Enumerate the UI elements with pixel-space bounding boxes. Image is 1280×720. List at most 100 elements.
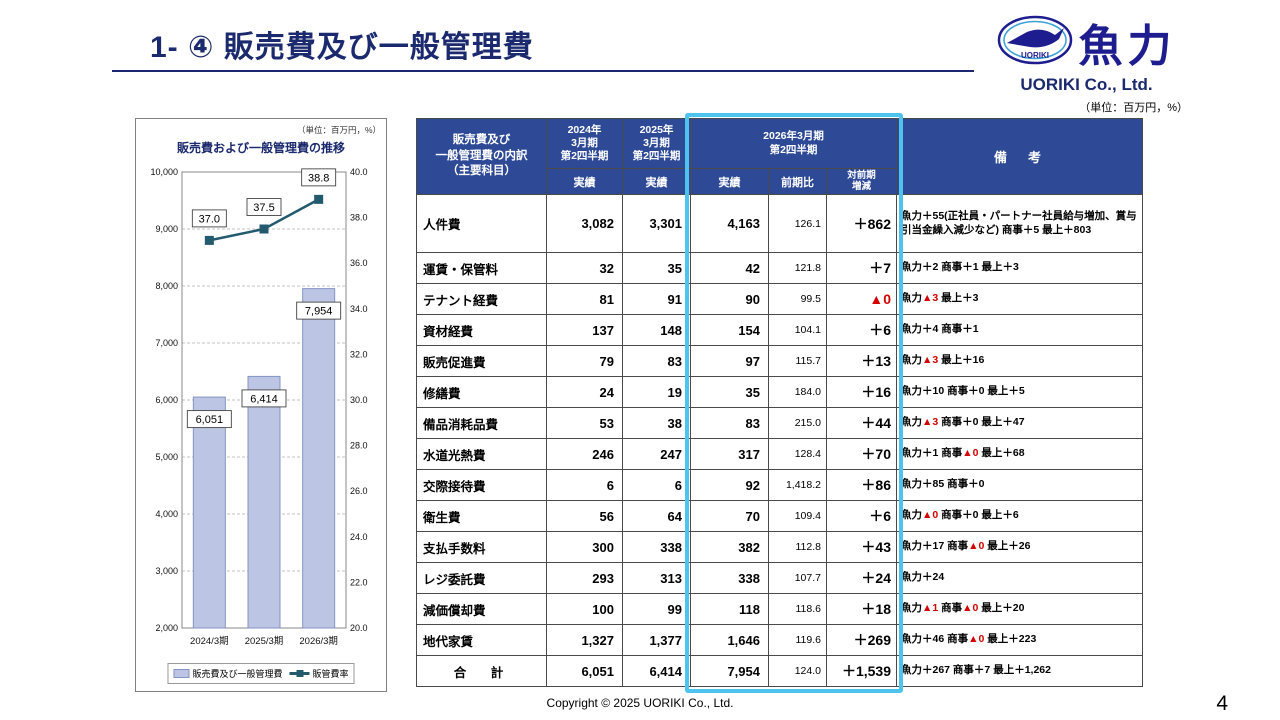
header-2025-actual: 実績 bbox=[622, 168, 691, 195]
fy2025-actual: 91 bbox=[622, 283, 691, 315]
fy2024-actual: 293 bbox=[546, 562, 623, 594]
sga-breakdown-table: 販売費及び 一般管理費の内訳 （主要科目） 2024年 3月期 第2四半期 20… bbox=[416, 118, 1143, 687]
svg-text:38.8: 38.8 bbox=[308, 172, 329, 184]
fy2026-delta: ＋6 bbox=[826, 314, 897, 346]
fy2024-actual: 3,082 bbox=[546, 194, 623, 253]
fy2024-actual: 79 bbox=[546, 345, 623, 377]
row-notes: 魚力＋1 商事▲0 最上＋68 bbox=[896, 438, 1143, 470]
svg-text:38.0: 38.0 bbox=[350, 213, 368, 223]
table-row: 地代家賃 1,327 1,377 1,646 119.6 ＋269 魚力＋46 商事▲0 最… bbox=[416, 624, 1143, 656]
fy2025-actual: 3,301 bbox=[622, 194, 691, 253]
svg-text:37.5: 37.5 bbox=[253, 202, 274, 214]
svg-text:9,000: 9,000 bbox=[155, 224, 178, 234]
fy2026-actual: 338 bbox=[690, 562, 769, 594]
company-name-jp: 魚力 bbox=[1078, 22, 1177, 71]
header-fy2024: 2024年 3月期 第2四半期 bbox=[546, 118, 623, 169]
header-2024-actual: 実績 bbox=[546, 168, 623, 195]
row-item: 地代家賃 bbox=[416, 624, 547, 656]
fy2026-delta: ＋24 bbox=[826, 562, 897, 594]
row-item: 資材経費 bbox=[416, 314, 547, 346]
table-row: 資材経費 137 148 154 104.1 ＋6 魚力＋4 商事＋1 bbox=[416, 314, 1143, 346]
copyright: Copyright © 2025 UORIKI Co., Ltd. bbox=[546, 696, 734, 710]
table-row: 修繕費 24 19 35 184.0 ＋16 魚力＋10 商事＋0 最上＋5 bbox=[416, 376, 1143, 408]
row-item: 支払手数料 bbox=[416, 531, 547, 563]
svg-text:3,000: 3,000 bbox=[155, 566, 178, 576]
row-item: 運賃・保管料 bbox=[416, 252, 547, 284]
table-row: 販売促進費 79 83 97 115.7 ＋13 魚力▲3 最上＋16 bbox=[416, 345, 1143, 377]
svg-text:7,954: 7,954 bbox=[305, 306, 333, 318]
fy2025-actual: 38 bbox=[622, 407, 691, 439]
fy2026-yoy: 126.1 bbox=[768, 194, 827, 253]
fy2024-actual: 246 bbox=[546, 438, 623, 470]
fy2026-yoy: 109.4 bbox=[768, 500, 827, 532]
fy2026-delta: ＋269 bbox=[826, 624, 897, 656]
svg-text:2024/3期: 2024/3期 bbox=[190, 636, 229, 647]
fy2026-delta: ＋862 bbox=[826, 194, 897, 253]
svg-text:6,000: 6,000 bbox=[155, 395, 178, 405]
fy2025-actual: 6 bbox=[622, 469, 691, 501]
company-name-en: UORIKI Co., Ltd. bbox=[1020, 75, 1153, 94]
fy2026-delta: ＋18 bbox=[826, 593, 897, 625]
fy2026-actual: 154 bbox=[690, 314, 769, 346]
svg-text:6,414: 6,414 bbox=[250, 393, 278, 405]
fy2026-yoy: 124.0 bbox=[768, 655, 827, 687]
fy2024-actual: 56 bbox=[546, 500, 623, 532]
svg-text:22.0: 22.0 bbox=[350, 577, 368, 587]
fy2026-delta: ＋13 bbox=[826, 345, 897, 377]
row-item: 販売促進費 bbox=[416, 345, 547, 377]
table-header-row: 販売費及び 一般管理費の内訳 （主要科目） 2024年 3月期 第2四半期 20… bbox=[416, 118, 1143, 195]
header-2026-delta: 対前期 増減 bbox=[826, 168, 897, 195]
svg-text:10,000: 10,000 bbox=[150, 167, 178, 177]
row-notes: 魚力＋10 商事＋0 最上＋5 bbox=[896, 376, 1143, 408]
title-underline bbox=[112, 70, 974, 72]
legend-item-bar: 販売費及び一般管理費 bbox=[173, 667, 283, 680]
row-item: テナント経費 bbox=[416, 283, 547, 315]
row-notes: 魚力＋46 商事▲0 最上＋223 bbox=[896, 624, 1143, 656]
row-notes: 魚力▲0 商事＋0 最上＋6 bbox=[896, 500, 1143, 532]
fy2025-actual: 247 bbox=[622, 438, 691, 470]
fy2026-actual: 317 bbox=[690, 438, 769, 470]
fy2026-yoy: 99.5 bbox=[768, 283, 827, 315]
fy2026-actual: 97 bbox=[690, 345, 769, 377]
fy2025-actual: 148 bbox=[622, 314, 691, 346]
fy2024-actual: 32 bbox=[546, 252, 623, 284]
fy2026-yoy: 119.6 bbox=[768, 624, 827, 656]
fy2024-actual: 6 bbox=[546, 469, 623, 501]
row-notes: 魚力▲3 最上＋3 bbox=[896, 283, 1143, 315]
fy2026-yoy: 121.8 bbox=[768, 252, 827, 284]
line-swatch-icon bbox=[289, 669, 310, 677]
fy2026-actual: 70 bbox=[690, 500, 769, 532]
row-item: 減価償却費 bbox=[416, 593, 547, 625]
table-row: 合 計 6,051 6,414 7,954 124.0 ＋1,539 魚力＋267 商事＋7… bbox=[416, 655, 1143, 687]
fy2025-actual: 35 bbox=[622, 252, 691, 284]
svg-text:32.0: 32.0 bbox=[350, 349, 368, 359]
fy2025-actual: 19 bbox=[622, 376, 691, 408]
fy2026-delta: ＋16 bbox=[826, 376, 897, 408]
fy2025-actual: 64 bbox=[622, 500, 691, 532]
header-category: 販売費及び 一般管理費の内訳 （主要科目） bbox=[416, 118, 547, 195]
fy2025-actual: 99 bbox=[622, 593, 691, 625]
svg-text:34.0: 34.0 bbox=[350, 304, 368, 314]
svg-text:37.0: 37.0 bbox=[199, 213, 220, 225]
fy2025-actual: 338 bbox=[622, 531, 691, 563]
row-notes: 魚力＋55(正社員・パートナー社員給与増加、賞与引当金繰入減少など) 商事＋5 … bbox=[896, 194, 1143, 253]
fy2026-yoy: 118.6 bbox=[768, 593, 827, 625]
uoriki-fish-logo-icon: UORIKI bbox=[997, 15, 1073, 70]
row-notes: 魚力▲3 最上＋16 bbox=[896, 345, 1143, 377]
svg-text:36.0: 36.0 bbox=[350, 258, 368, 268]
svg-text:7,000: 7,000 bbox=[155, 338, 178, 348]
table-row: レジ委託費 293 313 338 107.7 ＋24 魚力＋24 bbox=[416, 562, 1143, 594]
fy2026-actual: 118 bbox=[690, 593, 769, 625]
svg-text:8,000: 8,000 bbox=[155, 281, 178, 291]
fy2026-delta: ＋70 bbox=[826, 438, 897, 470]
fy2024-actual: 53 bbox=[546, 407, 623, 439]
header-fy2026: 2026年3月期 第2四半期 bbox=[690, 118, 897, 169]
fy2026-delta: ＋6 bbox=[826, 500, 897, 532]
chart-unit-note: （単位：百万円，%） bbox=[296, 125, 381, 135]
fy2026-actual: 92 bbox=[690, 469, 769, 501]
svg-text:2026/3期: 2026/3期 bbox=[299, 636, 338, 647]
svg-text:6,051: 6,051 bbox=[196, 414, 224, 426]
fy2025-actual: 83 bbox=[622, 345, 691, 377]
fy2026-yoy: 184.0 bbox=[768, 376, 827, 408]
